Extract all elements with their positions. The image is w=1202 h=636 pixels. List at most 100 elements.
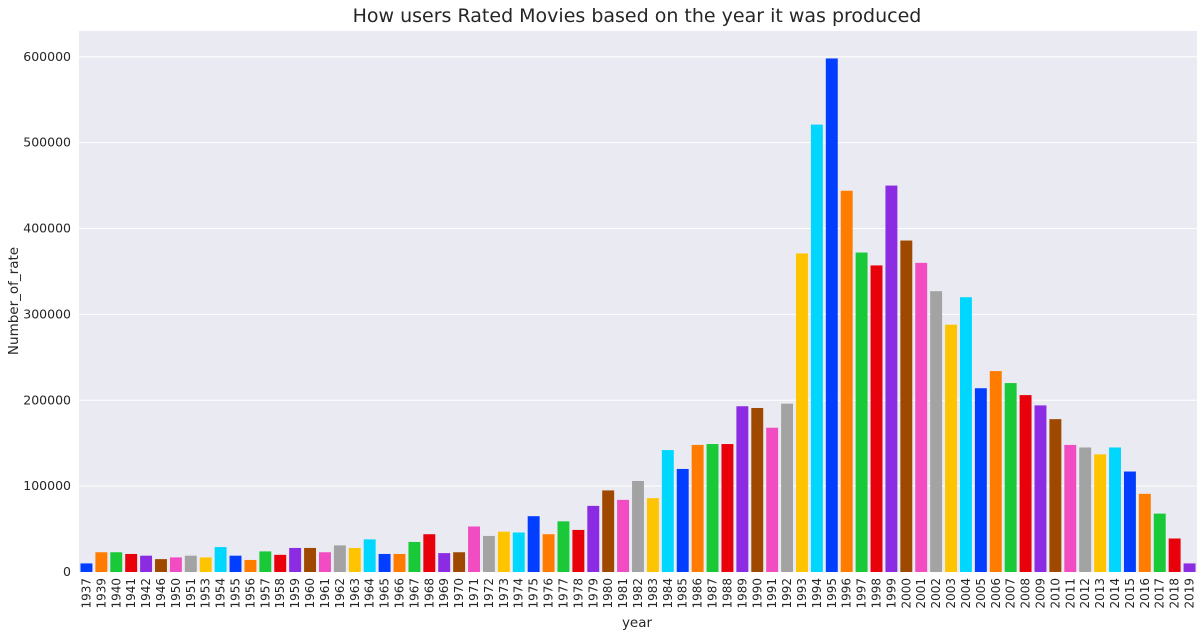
- x-tick-label: 1977: [556, 578, 570, 609]
- x-tick-label: 1985: [676, 578, 690, 609]
- x-tick-label: 1967: [407, 578, 421, 609]
- bar-1984: [661, 450, 674, 572]
- x-tick-label: 1964: [363, 578, 377, 609]
- bar-2017: [1153, 513, 1166, 572]
- bar-1954: [214, 547, 227, 572]
- x-tick-label: 1955: [229, 578, 243, 609]
- x-tick-label: 2016: [1138, 578, 1152, 609]
- bar-1987: [706, 444, 719, 572]
- bar-1961: [318, 552, 331, 572]
- bar-1997: [855, 252, 868, 573]
- bar-2001: [915, 262, 928, 572]
- x-tick-label: 1976: [542, 578, 556, 609]
- y-tick-label: 200000: [23, 392, 71, 407]
- bar-1956: [244, 559, 257, 572]
- x-tick-label: 1982: [631, 578, 645, 609]
- x-tick-label: 1961: [318, 578, 332, 609]
- x-tick-label: 1984: [661, 578, 675, 609]
- bar-1977: [557, 521, 570, 572]
- bar-2008: [1019, 395, 1032, 572]
- x-tick-label: 2001: [914, 578, 928, 609]
- x-tick-label: 2007: [1004, 578, 1018, 609]
- x-tick-label: 1986: [691, 578, 705, 609]
- x-tick-label: 2012: [1078, 578, 1092, 609]
- x-tick-label: 1950: [169, 578, 183, 609]
- bar-1958: [274, 554, 287, 572]
- x-tick-label: 1958: [273, 578, 287, 609]
- bar-1989: [736, 406, 749, 572]
- x-tick-label: 1957: [258, 578, 272, 609]
- bar-1981: [617, 499, 630, 572]
- x-tick-label: 1965: [378, 578, 392, 609]
- x-tick-label: 1937: [79, 578, 93, 609]
- x-tick-label: 2004: [959, 578, 973, 609]
- bar-1962: [333, 545, 346, 572]
- bar-1975: [527, 516, 540, 572]
- bar-1973: [497, 531, 510, 572]
- x-tick-label: 2010: [1048, 578, 1062, 609]
- x-tick-label: 2000: [899, 578, 913, 609]
- bar-1957: [259, 551, 272, 572]
- x-tick-label: 1997: [855, 578, 869, 609]
- bar-2007: [1004, 383, 1017, 572]
- bar-1996: [840, 190, 853, 572]
- x-tick-label: 2017: [1153, 578, 1167, 609]
- bar-1982: [632, 480, 644, 572]
- bar-1941: [125, 553, 138, 572]
- y-tick-label: 500000: [23, 135, 71, 150]
- x-tick-label: 1960: [303, 578, 317, 609]
- x-tick-label: 1968: [422, 578, 436, 609]
- x-tick-label: 2019: [1183, 578, 1197, 609]
- bar-1937: [80, 563, 93, 572]
- x-tick-label: 1983: [646, 578, 660, 609]
- bar-1994: [810, 124, 823, 572]
- bar-1993: [796, 253, 808, 572]
- x-tick-label: 1959: [288, 578, 302, 609]
- bar-2009: [1034, 405, 1047, 572]
- x-tick-label: 1974: [512, 578, 526, 609]
- x-tick-label: 1972: [482, 578, 496, 609]
- x-tick-label: 1995: [825, 578, 839, 609]
- bar-1946: [155, 559, 167, 572]
- x-tick-label: 2002: [929, 578, 943, 609]
- x-tick-label: 1946: [154, 578, 168, 609]
- bar-1951: [184, 555, 197, 572]
- x-tick-label: 1988: [720, 578, 734, 609]
- x-tick-label: 1973: [497, 578, 511, 609]
- bar-2005: [974, 388, 987, 572]
- x-tick-label: 1969: [437, 578, 451, 609]
- bar-2004: [959, 297, 972, 572]
- bar-2006: [989, 371, 1002, 572]
- x-tick-label: 1941: [124, 578, 138, 609]
- x-tick-label: 1962: [333, 578, 347, 609]
- x-tick-label: 1987: [706, 578, 720, 609]
- bar-1959: [289, 547, 302, 572]
- y-tick-label: 600000: [23, 49, 71, 64]
- bar-1998: [870, 265, 883, 572]
- x-tick-label: 1966: [392, 578, 406, 609]
- bar-1942: [140, 555, 153, 572]
- bar-1990: [751, 407, 764, 572]
- bar-2012: [1079, 447, 1092, 572]
- x-tick-label: 1951: [184, 578, 198, 609]
- bar-1978: [572, 529, 585, 572]
- x-tick-label: 2011: [1063, 578, 1077, 609]
- bar-2011: [1064, 444, 1077, 572]
- x-tick-label: 2005: [974, 578, 988, 609]
- bar-2000: [900, 240, 913, 572]
- bar-1963: [348, 547, 361, 572]
- y-tick-label: 400000: [23, 221, 71, 236]
- x-tick-label: 1971: [467, 578, 481, 609]
- bar-1988: [721, 444, 734, 572]
- bar-1983: [646, 498, 659, 572]
- bar-2010: [1049, 419, 1062, 572]
- x-tick-label: 1940: [109, 578, 123, 609]
- x-tick-label: 1993: [795, 578, 809, 609]
- x-tick-label: 1981: [616, 578, 630, 609]
- x-tick-label: 1956: [243, 578, 257, 609]
- x-tick-label: 1999: [884, 578, 898, 609]
- bar-1980: [602, 490, 615, 572]
- bar-2015: [1123, 471, 1136, 572]
- x-tick-label: 2015: [1123, 578, 1137, 609]
